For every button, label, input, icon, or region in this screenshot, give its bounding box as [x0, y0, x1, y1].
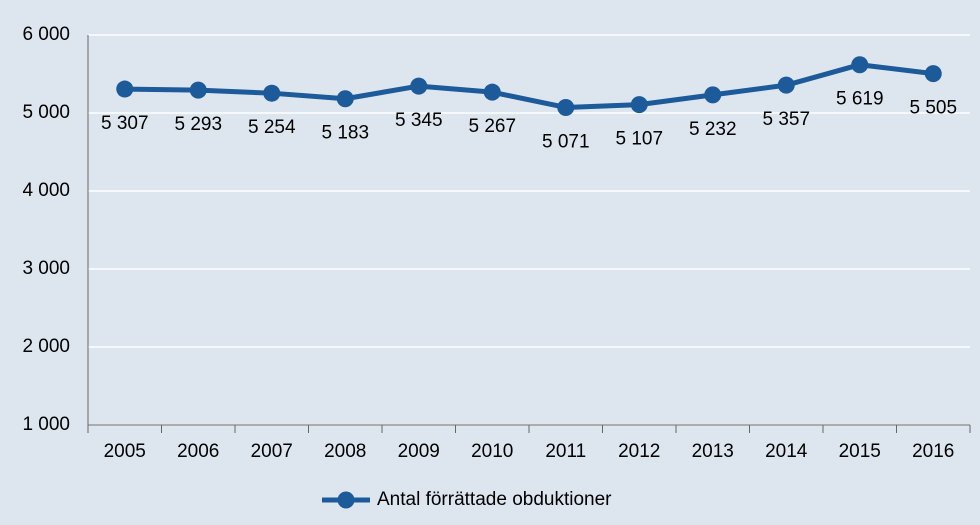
x-tick-label: 2013	[692, 441, 734, 462]
value-label: 5 183	[321, 123, 369, 144]
point	[189, 81, 207, 99]
legend-marker	[337, 491, 355, 509]
y-tick-label: 5 000	[22, 102, 70, 123]
y-tick-label: 1 000	[22, 414, 70, 435]
x-tick-label: 2014	[765, 441, 808, 462]
x-tick-label: 2016	[912, 441, 954, 462]
point	[557, 98, 575, 116]
x-tick-label: 2010	[471, 441, 513, 462]
value-label: 5 071	[542, 131, 590, 152]
point	[924, 65, 942, 83]
point	[777, 76, 795, 94]
value-label: 5 505	[909, 98, 957, 119]
value-label: 5 232	[689, 119, 737, 140]
x-tick-label: 2006	[177, 441, 219, 462]
x-tick-label: 2011	[545, 441, 586, 462]
value-label: 5 293	[174, 114, 222, 135]
x-tick-label: 2007	[251, 441, 293, 462]
point	[483, 83, 501, 101]
point	[263, 84, 281, 102]
value-label: 5 107	[615, 129, 663, 150]
value-label: 5 307	[101, 113, 149, 134]
value-label: 5 619	[836, 89, 884, 110]
point	[410, 77, 428, 95]
y-tick-label: 3 000	[22, 258, 70, 279]
value-label: 5 254	[248, 117, 296, 138]
point	[336, 90, 354, 108]
point	[116, 80, 134, 98]
point	[630, 96, 648, 114]
x-tick-label: 2009	[398, 441, 440, 462]
point	[704, 86, 722, 104]
y-tick-label: 2 000	[22, 336, 70, 357]
x-tick-label: 2008	[324, 441, 366, 462]
legend-label: Antal förrättade obduktioner	[377, 489, 612, 510]
value-label: 5 345	[395, 110, 443, 131]
y-tick-label: 4 000	[22, 180, 70, 201]
y-tick-label: 6 000	[22, 24, 70, 45]
value-label: 5 357	[762, 109, 810, 130]
series-line	[124, 62, 934, 110]
x-tick-label: 2012	[618, 441, 660, 462]
point	[851, 56, 869, 74]
value-label: 5 267	[468, 116, 516, 137]
x-tick-label: 2015	[839, 441, 881, 462]
x-tick-label: 2005	[104, 441, 146, 462]
